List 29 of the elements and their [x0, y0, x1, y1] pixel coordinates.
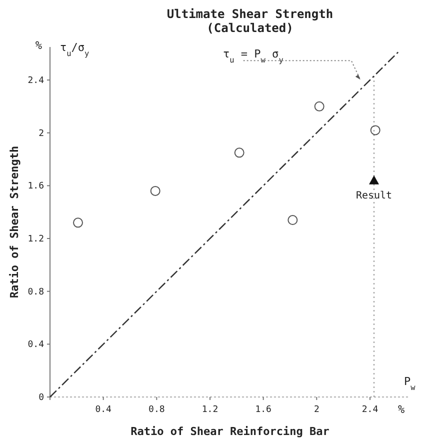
- x-tick-label: 1.2: [202, 405, 218, 415]
- point: [370, 125, 380, 136]
- series-label: Result: [356, 190, 392, 202]
- annotation: P$_{w}$: [404, 375, 416, 392]
- annotation: τ$_{u}$/σ$_{y}$: [60, 41, 90, 58]
- x-tick-label: 0.4: [95, 405, 112, 415]
- point: [314, 101, 324, 112]
- point: [288, 215, 298, 226]
- text: %: [398, 403, 405, 416]
- x-tick-label: 0.8: [148, 405, 165, 415]
- point: [73, 218, 83, 228]
- y-tick-label: 1.2: [28, 234, 44, 245]
- y-axis-title: Ratio of Shear Strength: [8, 146, 21, 298]
- x-tick-label: 2.4: [362, 405, 378, 415]
- point: [369, 175, 379, 184]
- x-tick-label: 1.6: [255, 405, 272, 415]
- chart-title: Ultimate Shear Strength: [166, 7, 334, 21]
- point: [150, 186, 160, 196]
- y-tick-label: 0.8: [28, 287, 44, 298]
- text: %: [35, 39, 42, 52]
- x-tick-label: 2: [314, 405, 320, 415]
- y-tick-label: 0.4: [28, 340, 44, 350]
- y-tick-label: 0: [38, 393, 44, 403]
- y-tick-label: 2.4: [28, 76, 44, 86]
- y-tick-label: 2: [38, 128, 44, 139]
- y-tick-label: 1.6: [28, 182, 44, 192]
- chart-subtitle: (Calculated): [206, 21, 294, 35]
- x-axis-title: Ratio of Shear Reinforcing Bar: [130, 425, 330, 438]
- point: [234, 148, 244, 158]
